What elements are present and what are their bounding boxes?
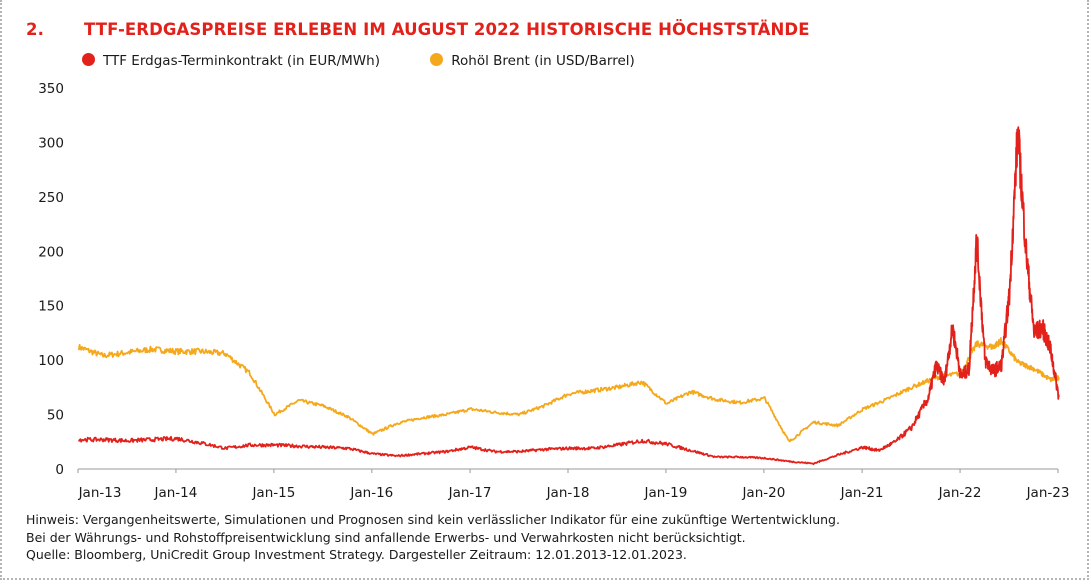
x-tick-label: Jan-18 [546,485,590,501]
note-costs: Bei der Währungs- und Rohstoffpreisentwi… [26,529,746,545]
y-tick-label: 350 [38,81,64,97]
chart-title: 2. TTF-ERDGASPREISE ERLEBEN IM AUGUST 202… [26,20,810,39]
legend-item-brent: Rohöl Brent (in USD/Barrel) [430,53,635,69]
x-axis: Jan-13 Jan-14 Jan-15 Jan-16 Jan-17 Jan-18 Jan-… [77,468,1070,501]
x-tick-label: Jan-20 [741,485,785,501]
legend-label-ttf: TTF Erdgas-Terminkontrakt (in EUR/MWh) [103,53,380,69]
footnotes: Hinweis: Vergangenheitswerte, Simulation… [26,511,840,564]
x-tick-label: Jan-14 [154,485,198,501]
legend-item-ttf: TTF Erdgas-Terminkontrakt (in EUR/MWh) [82,53,380,69]
chart-number: 2. [26,20,44,39]
y-tick-label: 100 [38,353,64,369]
legend: TTF Erdgas-Terminkontrakt (in EUR/MWh) R… [82,53,681,69]
note-disclaimer: Hinweis: Vergangenheitswerte, Simulation… [26,512,840,527]
x-tick-label: Jan-17 [448,485,492,501]
x-tick-label: Jan-15 [251,485,295,501]
legend-dot-brent [430,53,444,66]
legend-label-brent: Rohöl Brent (in USD/Barrel) [451,53,635,69]
chart-title-text: TTF-ERDGASPREISE ERLEBEN IM AUGUST 2022 … [84,20,810,39]
y-tick-label: 150 [38,299,64,315]
x-tick-label: Jan-23 [1026,485,1070,501]
y-tick-label: 0 [55,462,64,478]
y-tick-label: 50 [47,408,64,424]
x-tick-label: Jan-16 [349,485,393,501]
y-tick-label: 250 [38,190,64,206]
x-tick-label: Jan-21 [840,485,884,501]
series-line-brent [77,337,1060,443]
y-tick-label: 300 [38,135,64,151]
note-source: Quelle: Bloomberg, UniCredit Group Inves… [26,547,687,562]
series-line-ttf [77,126,1060,466]
legend-dot-ttf [82,53,95,66]
x-tick-label: Jan-19 [644,485,688,501]
series-layer [77,126,1060,466]
y-axis: 0 50 100 150 200 250 300 350 [38,81,64,478]
x-tick-label: Jan-13 [78,485,122,501]
y-tick-label: 200 [38,244,64,260]
x-tick-label: Jan-22 [938,485,982,501]
